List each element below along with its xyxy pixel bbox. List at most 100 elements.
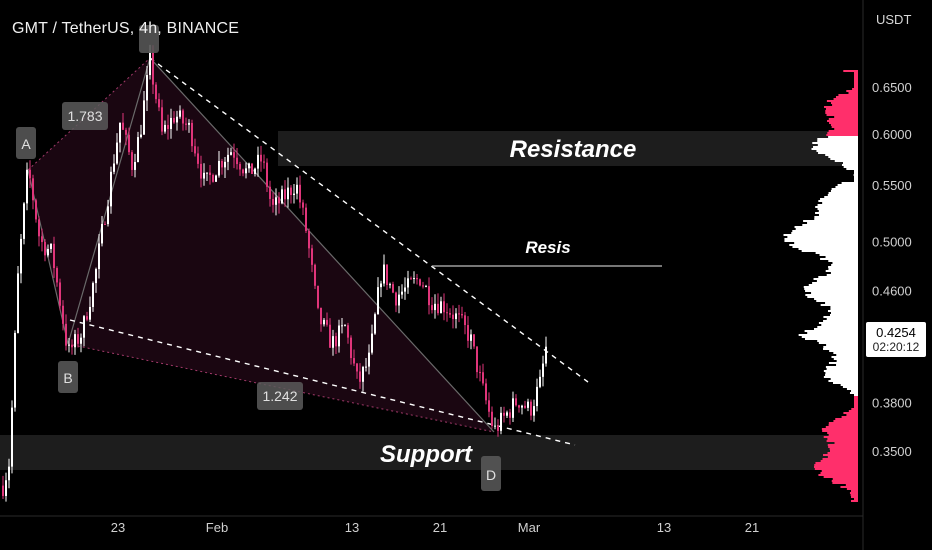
volume-profile-bar bbox=[818, 214, 858, 216]
volume-profile-bar bbox=[817, 138, 858, 140]
volume-profile-bar bbox=[829, 448, 858, 450]
volume-profile-bar bbox=[814, 466, 858, 468]
volume-profile-bar bbox=[850, 390, 858, 392]
candle-body bbox=[416, 278, 418, 280]
candle-body bbox=[167, 124, 169, 129]
volume-profile-bar bbox=[828, 446, 858, 448]
candle-body bbox=[35, 200, 37, 220]
volume-profile-bar bbox=[825, 374, 858, 376]
volume-profile-bar bbox=[854, 180, 858, 182]
candle-body bbox=[317, 285, 319, 308]
volume-profile-bar bbox=[825, 270, 858, 272]
volume-profile-bar bbox=[826, 440, 858, 442]
volume-profile-bar bbox=[805, 290, 858, 292]
volume-profile-bar bbox=[807, 222, 858, 224]
symbol-title[interactable]: GMT / TetherUS, 4h, BINANCE bbox=[12, 20, 240, 37]
volume-profile-bar bbox=[846, 168, 858, 170]
candle-body bbox=[383, 264, 385, 284]
volume-profile-bar bbox=[821, 324, 858, 326]
point-c-badge bbox=[139, 25, 159, 53]
volume-profile-bar bbox=[823, 376, 858, 378]
candle-body bbox=[113, 163, 115, 172]
volume-profile-bar bbox=[825, 112, 858, 114]
candle-body bbox=[182, 110, 184, 124]
volume-profile-bar bbox=[850, 494, 858, 496]
volume-profile-bar bbox=[801, 336, 858, 338]
candle-body bbox=[185, 123, 187, 125]
volume-profile-bar bbox=[817, 340, 858, 342]
volume-profile-bar bbox=[851, 496, 858, 498]
candle-body bbox=[92, 283, 94, 307]
volume-profile-bar bbox=[823, 370, 858, 372]
candle-body bbox=[224, 161, 226, 168]
candle-body bbox=[425, 286, 427, 288]
candle-body bbox=[497, 425, 499, 431]
volume-profile-bar bbox=[829, 350, 858, 352]
volume-profile-bar bbox=[814, 298, 858, 300]
volume-profile-bar bbox=[854, 84, 858, 86]
candle-body bbox=[302, 202, 304, 208]
candle-body bbox=[428, 286, 430, 306]
candle-body bbox=[104, 223, 106, 225]
candle-body bbox=[164, 124, 166, 132]
volume-profile-bar bbox=[828, 118, 858, 120]
volume-profile-bar bbox=[811, 148, 858, 150]
time-tick-label: 23 bbox=[111, 520, 125, 535]
candle-body bbox=[8, 466, 10, 481]
candle-body bbox=[536, 386, 538, 407]
volume-profile-bar bbox=[825, 256, 858, 258]
volume-profile-bar bbox=[803, 220, 858, 222]
volume-profile-bar bbox=[833, 98, 858, 100]
volume-profile-bar bbox=[826, 318, 858, 320]
volume-profile-bar bbox=[832, 482, 858, 484]
volume-profile-bar bbox=[787, 236, 858, 238]
volume-profile-bar bbox=[823, 346, 858, 348]
volume-profile-bar bbox=[840, 486, 858, 488]
volume-profile-bar bbox=[823, 476, 858, 478]
time-tick-label: 21 bbox=[433, 520, 447, 535]
volume-profile-bar bbox=[848, 92, 858, 94]
volume-profile-bar bbox=[820, 460, 858, 462]
volume-profile-bar bbox=[843, 70, 858, 72]
point-b-badge bbox=[58, 361, 78, 393]
time-tick-label: Mar bbox=[518, 520, 541, 535]
volume-profile-bar bbox=[818, 322, 858, 324]
candle-body bbox=[95, 269, 97, 284]
support-resistance-zones: Resistance Support bbox=[0, 131, 856, 470]
candle-body bbox=[485, 383, 487, 401]
candle-body bbox=[494, 425, 496, 427]
candle-body bbox=[455, 313, 457, 320]
volume-profile-bar bbox=[828, 266, 858, 268]
candle-body bbox=[347, 325, 349, 338]
volume-profile-bar bbox=[838, 94, 858, 96]
price-axis: 0.6500 0.6000 0.5500 0.5000 0.4600 0.3800 0.35… bbox=[872, 80, 912, 459]
candle-body bbox=[329, 324, 331, 348]
volume-profile-bar bbox=[794, 242, 858, 244]
candle-body bbox=[2, 485, 4, 496]
candle-body bbox=[203, 172, 205, 179]
volume-profile-bar bbox=[830, 272, 858, 274]
candle-body bbox=[29, 169, 31, 179]
volume-profile-bar bbox=[835, 96, 858, 98]
candle-body bbox=[179, 110, 181, 117]
candle-body bbox=[299, 184, 301, 203]
volume-profile-bar bbox=[854, 402, 858, 404]
candle-body bbox=[215, 175, 217, 182]
candle-body bbox=[482, 372, 484, 384]
volume-profile-bar bbox=[829, 314, 858, 316]
volume-profile-bar bbox=[825, 366, 858, 368]
candle-body bbox=[101, 223, 103, 244]
volume-profile-bar bbox=[828, 130, 858, 132]
candle-body bbox=[248, 163, 250, 169]
volume-profile-bar bbox=[828, 136, 858, 138]
volume-profile-bar bbox=[801, 250, 858, 252]
pattern-labels: A B D 1.783 1.242 bbox=[16, 25, 501, 491]
candle-body bbox=[440, 301, 442, 314]
volume-profile-bar bbox=[830, 190, 858, 192]
time-tick-label: 13 bbox=[345, 520, 359, 535]
candle-body bbox=[446, 312, 448, 314]
candle-body bbox=[218, 160, 220, 176]
volume-profile-bar bbox=[830, 378, 858, 380]
volume-profile-bar bbox=[827, 310, 858, 312]
